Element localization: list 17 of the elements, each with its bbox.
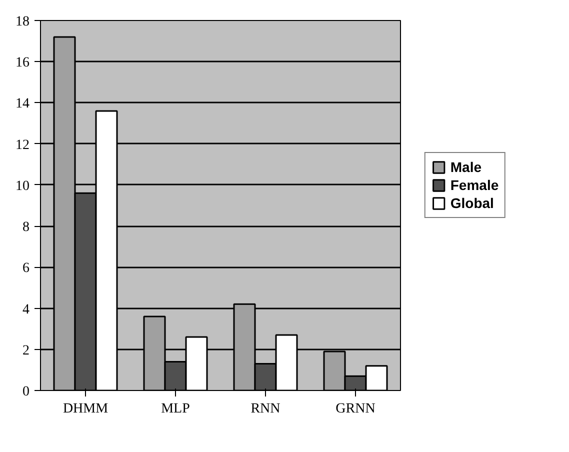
- x-tick-label: MLP: [161, 402, 190, 416]
- x-tick-label: DHMM: [62, 402, 109, 416]
- y-tick-label: 2: [22, 343, 30, 358]
- x-tick-label: RNN: [250, 402, 280, 416]
- y-tick-label: 16: [16, 56, 30, 71]
- y-tick-label: 12: [16, 138, 30, 153]
- legend-label: Global: [450, 195, 494, 211]
- y-tick-label: 10: [16, 178, 30, 194]
- y-tick-label: 4: [22, 302, 30, 318]
- y-tick-label: 18: [16, 14, 30, 30]
- y-tick-label: 8: [22, 220, 30, 236]
- y-tick-label: 14: [16, 96, 30, 112]
- y-tick-label: 0: [22, 384, 30, 400]
- y-tick-label: 6: [22, 261, 30, 276]
- x-tick-label: GRNN: [336, 402, 376, 416]
- legend-label: Male: [450, 159, 482, 175]
- legend-label: Female: [450, 177, 499, 193]
